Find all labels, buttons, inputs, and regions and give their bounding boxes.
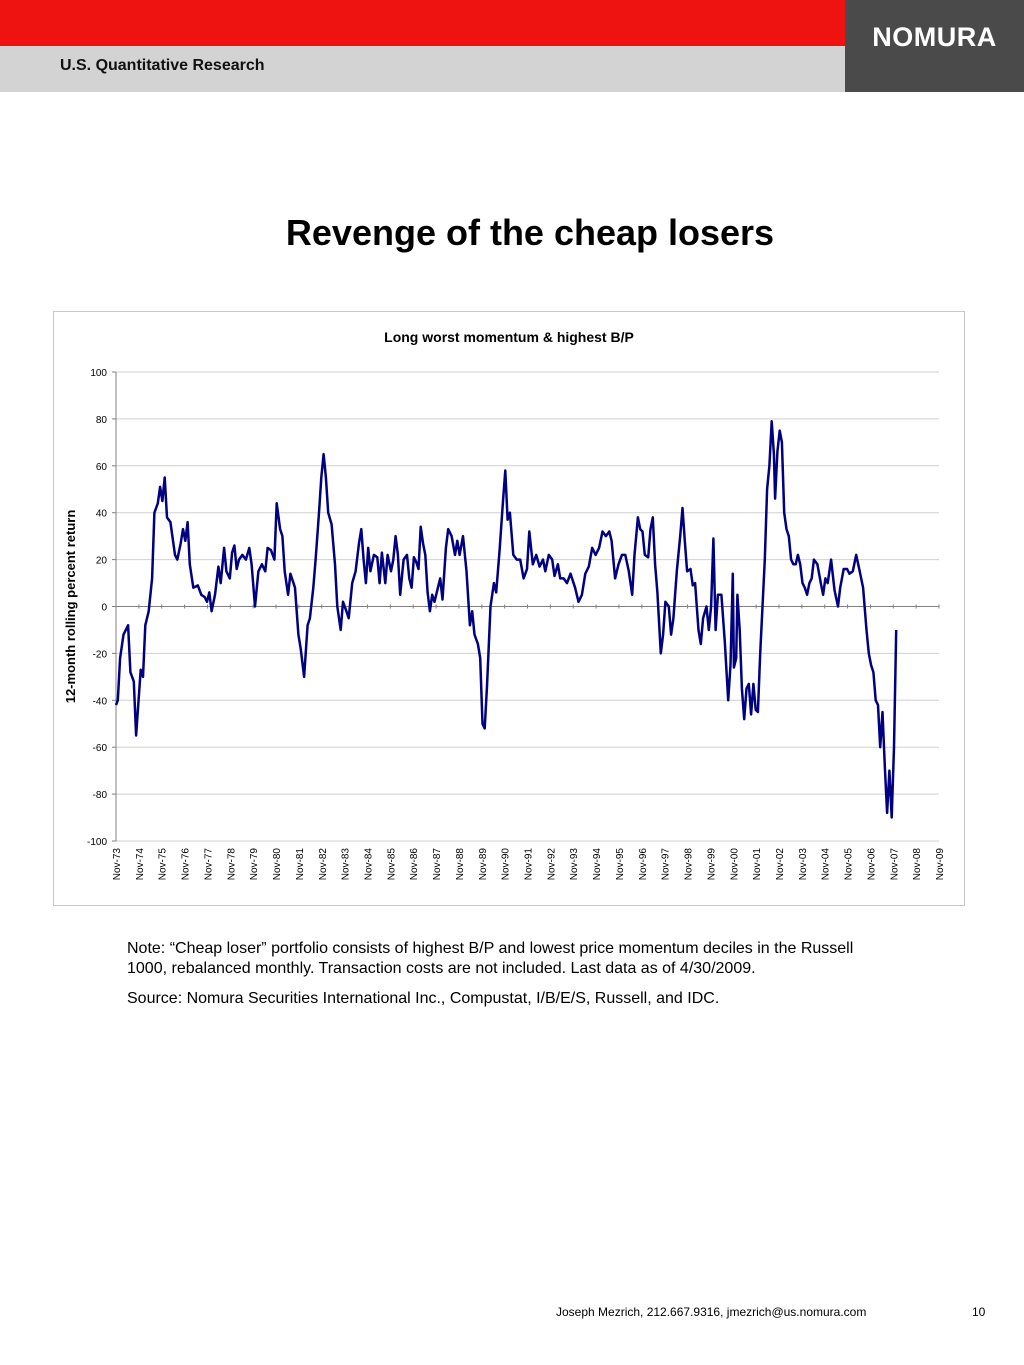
x-tick-label: Nov-96 (638, 848, 649, 881)
header-red-bar (0, 0, 845, 46)
x-tick-label: Nov-00 (729, 848, 740, 881)
department-label: U.S. Quantitative Research (60, 57, 265, 74)
y-tick-label: -40 (93, 696, 108, 707)
x-tick-label: Nov-74 (135, 848, 146, 881)
x-tick-label: Nov-79 (249, 848, 260, 881)
y-tick-label: 40 (96, 509, 108, 520)
line-chart: Long worst momentum & highest B/P 100 80 60… (63, 329, 946, 881)
x-tick-label: Nov-92 (546, 848, 557, 881)
nomura-logo: NOMURA (845, 0, 1024, 92)
x-tick-label: Nov-76 (181, 848, 192, 881)
x-tick-label: Nov-84 (363, 848, 374, 881)
x-tick-label: Nov-99 (706, 848, 717, 881)
x-tick-label: Nov-75 (158, 848, 169, 881)
footer-contact: Joseph Mezrich, 212.667.9316, jmezrich@u… (556, 1305, 867, 1319)
y-tick-label: 80 (96, 415, 108, 426)
y-tick-label: 20 (96, 556, 108, 567)
x-tick-label: Nov-05 (844, 848, 855, 881)
x-tick-label: Nov-03 (798, 848, 809, 881)
y-tick-label: -20 (93, 649, 108, 660)
page-number: 10 (972, 1305, 986, 1319)
x-tick-label: Nov-87 (432, 848, 443, 881)
x-tick-label: Nov-77 (203, 848, 214, 881)
y-tick-label: 100 (90, 368, 107, 379)
x-tick-label: Nov-07 (889, 848, 900, 881)
x-tick-label: Nov-08 (912, 848, 923, 881)
x-tick-label: Nov-90 (501, 848, 512, 881)
x-tick-label: Nov-04 (821, 848, 832, 881)
x-tick-label: Nov-09 (935, 848, 946, 881)
chart-source: Source: Nomura Securities International … (127, 990, 720, 1007)
x-tick-label: Nov-91 (524, 848, 535, 881)
chart-title: Long worst momentum & highest B/P (384, 329, 634, 345)
x-tick-label: Nov-02 (775, 848, 786, 881)
x-tick-label: Nov-97 (661, 848, 672, 881)
x-tick-label: Nov-80 (272, 848, 283, 881)
series-line (114, 419, 898, 819)
page-title: Revenge of the cheap losers (285, 212, 775, 253)
x-tick-label: Nov-85 (386, 848, 397, 881)
x-tick-label: Nov-01 (752, 848, 763, 881)
x-tick-label: Nov-94 (592, 848, 603, 881)
x-tick-label: Nov-88 (455, 848, 466, 881)
header-grey-bar (0, 46, 845, 92)
y-tick-label: -100 (87, 837, 107, 848)
x-tick-label: Nov-73 (112, 848, 123, 881)
y-tick-label: -60 (93, 743, 108, 754)
x-tick-label: Nov-98 (684, 848, 695, 881)
y-tick-label: -80 (93, 790, 108, 801)
x-tick-label: Nov-81 (295, 848, 306, 881)
x-tick-label: Nov-06 (866, 848, 877, 881)
y-axis-label: 12-month rolling percent return (63, 510, 78, 704)
x-tick-label: Nov-78 (226, 848, 237, 881)
x-tick-label: Nov-86 (409, 848, 420, 881)
x-tick-label: Nov-83 (341, 848, 352, 881)
chart-note: Note: “Cheap loser” portfolio consists o… (127, 940, 854, 977)
x-tick-label: Nov-93 (569, 848, 580, 881)
chart-frame: Long worst momentum & highest B/P 100 80 60… (53, 311, 965, 906)
x-tick-label: Nov-89 (478, 848, 489, 881)
y-tick-label: 60 (96, 462, 108, 473)
x-tick-label: Nov-82 (318, 848, 329, 881)
x-tick-label: Nov-95 (615, 848, 626, 881)
y-tick-label: 0 (101, 603, 107, 614)
logo-text: NOMURA (872, 22, 997, 52)
